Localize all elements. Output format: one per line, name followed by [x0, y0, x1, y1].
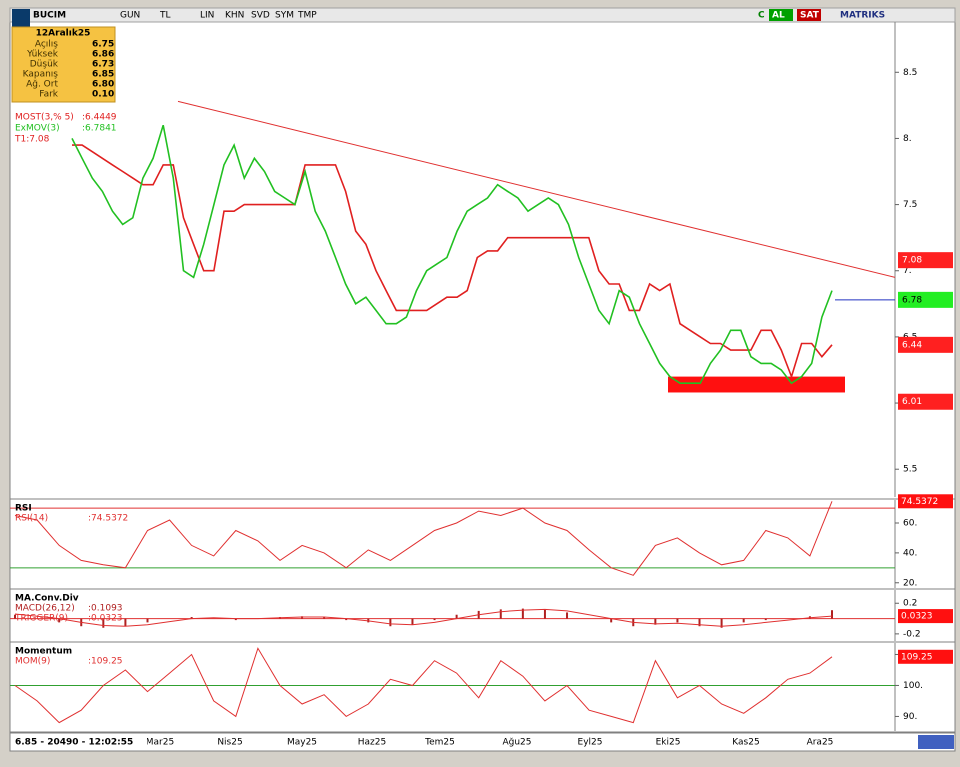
app-icon [12, 9, 30, 31]
legend-value: :74.5372 [88, 514, 128, 524]
value-box-label: 109.25 [901, 652, 933, 662]
toolbar-button[interactable]: C [758, 11, 765, 21]
toolbar-bg [797, 9, 821, 21]
x-tick-label: May25 [287, 738, 317, 748]
y-tick-label: 60. [903, 519, 917, 529]
x-tick-label: Tem25 [424, 738, 455, 748]
time-axis [9, 732, 956, 752]
nav-button[interactable] [918, 735, 954, 749]
toolbar-button[interactable]: SVD [251, 11, 270, 21]
y-tick-label: 8.5 [903, 68, 917, 78]
toolbar-button[interactable]: TL [159, 11, 171, 21]
legend-value: :6.4449 [82, 113, 117, 123]
y-tick-label: 5.5 [903, 465, 917, 475]
price-box [898, 252, 953, 269]
panel-title: Momentum [15, 647, 72, 657]
x-tick-label: Mar25 [146, 738, 174, 748]
symbol[interactable]: BUCIM [33, 11, 66, 21]
legend-name: ExMOV(3) [15, 124, 60, 134]
legend-name: MOST(3,% 5) [15, 113, 74, 123]
toolbar-button[interactable]: GUN [120, 11, 140, 21]
y-tick-label: 0.2 [903, 599, 917, 609]
price-label: 6.44 [902, 340, 922, 350]
x-tick-label: Nis25 [217, 738, 242, 748]
y-tick-label: -0.2 [903, 629, 921, 639]
x-tick-label: Haz25 [358, 738, 386, 748]
price-box [898, 291, 953, 308]
y-tick-label: 7.5 [903, 200, 917, 210]
legend-value: :0.0323 [88, 614, 123, 624]
data-window-key: Yüksek [26, 50, 59, 60]
toolbar-button[interactable]: AL [772, 11, 785, 21]
x-tick-label: Eki25 [656, 738, 681, 748]
data-window-value: 6.86 [92, 50, 114, 60]
legend-name: RSI(14) [15, 514, 48, 524]
data-window-value: 0.10 [92, 90, 114, 100]
y-tick-label: 7. [903, 266, 912, 276]
series-line [14, 608, 833, 627]
x-tick-label: Eyl25 [578, 738, 603, 748]
price-box [898, 336, 953, 353]
support-zone [668, 376, 845, 393]
series-line [71, 124, 833, 385]
data-window-value: 6.75 [92, 40, 114, 50]
legend-name: MACD(26,12) [15, 604, 75, 614]
toolbar-button[interactable]: TMP [297, 11, 317, 21]
x-tick-label: Ağu25 [502, 738, 531, 748]
data-window-key: Açılış [35, 40, 58, 50]
data-window-key: Ağ. Ort [26, 80, 58, 90]
price-label: 7.08 [902, 256, 922, 266]
toolbar-button[interactable]: LIN [200, 11, 214, 21]
trendline [177, 100, 896, 278]
data-window-value: 6.85 [92, 70, 114, 80]
y-tick-label: 90. [903, 712, 917, 722]
data-window-value: 6.80 [92, 80, 114, 90]
value-box-label: 74.5372 [901, 497, 938, 507]
legend-name: TRIGGER(9) [14, 614, 68, 624]
series-line [72, 144, 833, 380]
y-tick-label: 100. [903, 681, 923, 691]
price-label: 6.01 [902, 397, 922, 407]
data-window-key: Kapanış [23, 70, 59, 80]
data-window-key: Fark [39, 90, 59, 100]
price-label: 6.78 [902, 295, 922, 305]
data-window-date: 12Aralık25 [36, 29, 91, 39]
value-box [898, 494, 953, 509]
value-box [898, 609, 953, 624]
toolbar-bg [769, 9, 793, 21]
legend-name: MOM(9) [15, 657, 50, 667]
value-box [898, 649, 953, 664]
brand: MATRIKS [840, 11, 885, 21]
toolbar [9, 7, 956, 23]
panel-title: MA.Conv.Div [15, 594, 79, 604]
data-window-value: 6.73 [92, 60, 114, 70]
status-box [12, 734, 147, 750]
y-tick-label: 40. [903, 548, 917, 558]
toolbar-button[interactable]: SAT [800, 11, 820, 21]
data-window-key: Düşük [30, 60, 59, 70]
y-tick-label: 20. [903, 578, 917, 588]
x-tick-label: Ara25 [807, 738, 834, 748]
value-box-label: 0.0323 [901, 612, 933, 622]
y-tick-label: 8. [903, 134, 912, 144]
legend-value: :6.7841 [82, 124, 117, 134]
panel-title: RSI [15, 504, 32, 514]
x-tick-label: Kas25 [732, 738, 759, 748]
series-line [14, 647, 833, 724]
toolbar-button[interactable]: SYM [275, 11, 294, 21]
status: 6.85 - 20490 - 12:02:55 [15, 738, 133, 748]
series-line [14, 501, 833, 576]
legend-name: T1:7.08 [14, 135, 50, 145]
price-box [898, 393, 953, 410]
legend-value: :0.1093 [88, 604, 123, 614]
legend-value: :109.25 [88, 657, 123, 667]
data-window [11, 26, 116, 103]
toolbar-button[interactable]: KHN [225, 11, 244, 21]
